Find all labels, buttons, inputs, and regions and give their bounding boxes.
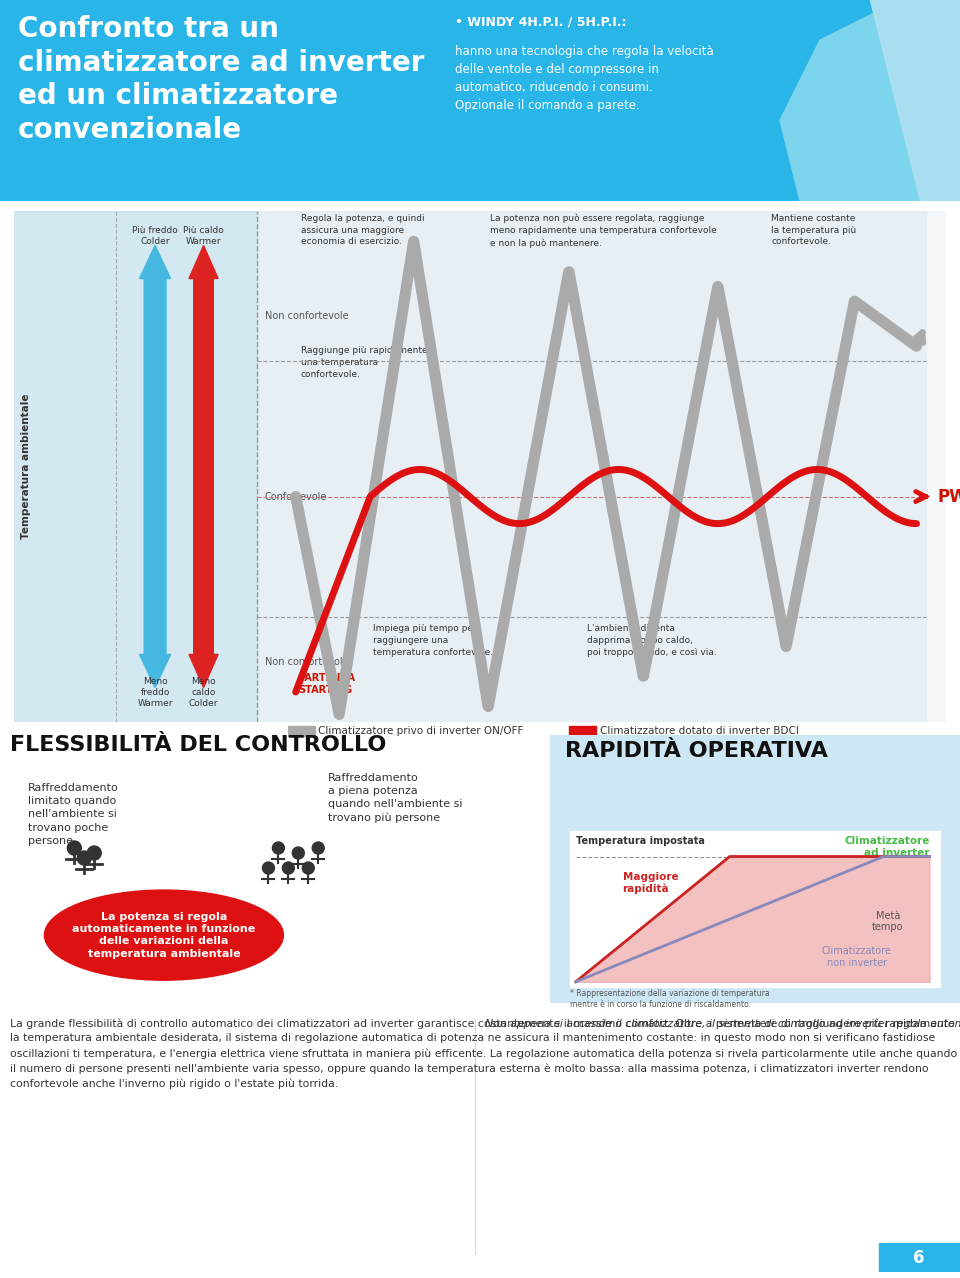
Circle shape [78, 851, 91, 865]
Polygon shape [780, 0, 960, 201]
FancyArrow shape [189, 245, 218, 662]
Text: Meno
freddo
Warmer: Meno freddo Warmer [137, 677, 173, 708]
Text: Impiega più tempo per
raggiungere una
temperatura confortevole.: Impiega più tempo per raggiungere una te… [373, 625, 493, 657]
Circle shape [312, 842, 324, 854]
Text: Raffreddamento
a piena potenza
quando nell'ambiente si
trovano più persone: Raffreddamento a piena potenza quando ne… [328, 773, 463, 823]
Text: Temperatura ambientale: Temperatura ambientale [21, 394, 31, 539]
Circle shape [282, 863, 295, 874]
Text: Climatizzatore dotato di inverter BDCI: Climatizzatore dotato di inverter BDCI [600, 726, 799, 736]
Text: hanno una tecnologia che regola la velocità
delle ventole e del compressore in
a: hanno una tecnologia che regola la veloc… [455, 45, 713, 112]
Text: Climatizzatore
non inverter: Climatizzatore non inverter [822, 946, 892, 967]
Text: Regola la potenza, e quindi
assicura una maggiore
economia di esercizio.: Regola la potenza, e quindi assicura una… [300, 213, 424, 247]
Text: FLESSIBILITÀ DEL CONTROLLO: FLESSIBILITÀ DEL CONTROLLO [10, 735, 386, 755]
Text: Mantiene costante
la temperatura più
confortevole.: Mantiene costante la temperatura più con… [771, 213, 856, 247]
Text: Climatizzatore privo di inverter ON/OFF: Climatizzatore privo di inverter ON/OFF [318, 726, 523, 736]
Bar [288, 726, 315, 736]
Text: La potenza non può essere regolata, raggiunge
meno rapidamente una temperatura c: La potenza non può essere regolata, ragg… [490, 213, 716, 248]
Text: Più caldo
Warmer: Più caldo Warmer [183, 226, 224, 245]
Text: L'ambiente diventa
dapprima troppo caldo,
poi troppo freddo, e così via.: L'ambiente diventa dapprima troppo caldo… [587, 625, 716, 657]
Text: Confronto tra un
climatizzatore ad inverter
ed un climatizzatore
convenzionale: Confronto tra un climatizzatore ad inver… [18, 15, 424, 143]
Text: RAPIDITÀ OPERATIVA: RAPIDITÀ OPERATIVA [565, 741, 828, 762]
Text: heating: heating [199, 523, 208, 560]
Text: Temperatura impostata: Temperatura impostata [576, 837, 705, 846]
Text: Meno
caldo
Colder: Meno caldo Colder [189, 677, 218, 708]
Text: Non confortevole: Non confortevole [265, 657, 348, 667]
Circle shape [273, 842, 284, 854]
Circle shape [262, 863, 275, 874]
FancyArrow shape [139, 271, 171, 688]
Bar [257, 211, 926, 722]
Text: PWM: PWM [938, 487, 960, 506]
Bar [569, 726, 596, 736]
Text: Maggiore
rapidità: Maggiore rapidità [622, 872, 678, 893]
FancyArrow shape [139, 245, 171, 662]
Bar [879, 1243, 960, 1272]
Text: • WINDY 4H.P.I. / 5H.P.I.:: • WINDY 4H.P.I. / 5H.P.I.: [455, 15, 627, 28]
Text: La grande flessibilità di controllo automatico dei climatizzatori ad inverter ga: La grande flessibilità di controllo auto… [10, 1019, 957, 1089]
Text: Climatizzatore
ad inverter: Climatizzatore ad inverter [844, 837, 929, 858]
Polygon shape [870, 0, 960, 201]
Circle shape [67, 841, 82, 855]
Text: Metà
tempo: Metà tempo [873, 911, 903, 933]
Text: Non appena si accende il climatizzatore, il sistema di controllo ad inverter reg: Non appena si accende il climatizzatore,… [485, 1019, 960, 1029]
Text: PARTENZA
STARTING: PARTENZA STARTING [299, 674, 355, 695]
FancyArrow shape [189, 271, 218, 688]
Text: cooling: cooling [150, 524, 160, 560]
Text: 6: 6 [913, 1249, 924, 1266]
Text: Raggiunge più rapidamente
una temperatura
confortevole.: Raggiunge più rapidamente una temperatur… [300, 346, 427, 378]
Text: In raffreddamento: In raffreddamento [150, 417, 160, 516]
Circle shape [293, 847, 304, 859]
Circle shape [302, 863, 314, 874]
Text: In riscaldamento: In riscaldamento [199, 420, 208, 512]
Text: * Rappresentazione della variazione di temperatura
mentre è in corso la funzione: * Rappresentazione della variazione di t… [570, 989, 770, 1008]
Bar [570, 832, 940, 987]
Circle shape [87, 846, 101, 860]
Text: Più freddo
Colder: Più freddo Colder [132, 226, 178, 245]
Text: Raffreddamento
limitato quando
nell'ambiente si
trovano poche
persone.: Raffreddamento limitato quando nell'ambi… [28, 783, 118, 846]
Bar [14, 211, 257, 722]
Text: Confortevole: Confortevole [265, 492, 327, 501]
Ellipse shape [44, 889, 283, 980]
Text: La potenza si regola
automaticamente in funzione
delle variazioni della
temperat: La potenza si regola automaticamente in … [72, 911, 255, 958]
Text: Non confortevole: Non confortevole [265, 311, 348, 321]
